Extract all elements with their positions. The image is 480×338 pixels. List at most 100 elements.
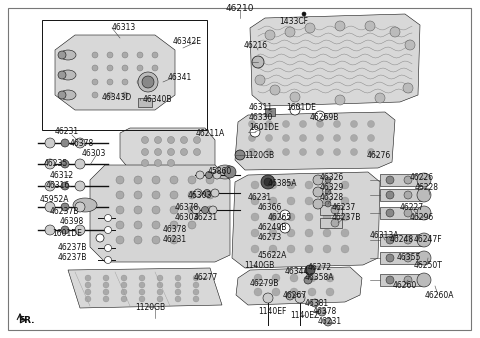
Ellipse shape xyxy=(58,91,66,99)
Circle shape xyxy=(375,93,385,103)
Circle shape xyxy=(334,121,340,127)
Text: 46313A: 46313A xyxy=(370,231,399,240)
Circle shape xyxy=(142,148,148,155)
Circle shape xyxy=(122,92,128,98)
Circle shape xyxy=(75,202,85,212)
Circle shape xyxy=(170,176,178,184)
Circle shape xyxy=(139,282,145,288)
Circle shape xyxy=(137,52,143,58)
Circle shape xyxy=(404,191,412,199)
Circle shape xyxy=(193,296,199,302)
Circle shape xyxy=(193,148,201,155)
Circle shape xyxy=(45,138,55,148)
Bar xyxy=(320,218,342,228)
Circle shape xyxy=(206,176,214,184)
Circle shape xyxy=(341,197,349,205)
Circle shape xyxy=(331,219,339,227)
Circle shape xyxy=(341,245,349,253)
Circle shape xyxy=(350,135,358,142)
Text: 46355: 46355 xyxy=(397,254,421,263)
Text: 46231: 46231 xyxy=(163,236,187,244)
Circle shape xyxy=(290,105,300,115)
Circle shape xyxy=(272,288,280,296)
Text: 1433CF: 1433CF xyxy=(279,18,308,26)
Text: 46237: 46237 xyxy=(332,203,356,213)
Circle shape xyxy=(193,275,199,281)
Circle shape xyxy=(326,288,334,296)
Text: 46296: 46296 xyxy=(410,214,434,222)
Text: 46211A: 46211A xyxy=(196,129,225,139)
Circle shape xyxy=(283,121,289,127)
Text: 46303: 46303 xyxy=(175,214,199,222)
Circle shape xyxy=(105,215,111,221)
Circle shape xyxy=(305,265,315,275)
Circle shape xyxy=(300,121,307,127)
Circle shape xyxy=(92,79,98,85)
Polygon shape xyxy=(235,112,395,170)
Circle shape xyxy=(139,296,145,302)
Circle shape xyxy=(283,135,289,142)
Circle shape xyxy=(170,236,178,244)
Circle shape xyxy=(290,288,298,296)
Text: 46227: 46227 xyxy=(400,203,424,213)
Circle shape xyxy=(175,282,181,288)
Circle shape xyxy=(368,121,374,127)
Circle shape xyxy=(261,175,275,189)
Circle shape xyxy=(386,276,394,284)
Circle shape xyxy=(285,27,295,37)
Text: 1601DE: 1601DE xyxy=(286,103,316,113)
Text: 46276: 46276 xyxy=(367,150,391,160)
Circle shape xyxy=(251,229,259,237)
Text: 46272: 46272 xyxy=(308,264,332,272)
Circle shape xyxy=(265,121,273,127)
Circle shape xyxy=(121,296,127,302)
Circle shape xyxy=(305,197,313,205)
Circle shape xyxy=(152,65,158,71)
Circle shape xyxy=(175,296,181,302)
Circle shape xyxy=(206,191,214,199)
Circle shape xyxy=(265,148,273,155)
Circle shape xyxy=(209,206,217,214)
Bar xyxy=(380,207,425,219)
Bar xyxy=(320,205,342,215)
Text: 45952A: 45952A xyxy=(40,195,70,204)
Circle shape xyxy=(286,292,294,300)
Circle shape xyxy=(390,27,400,37)
Circle shape xyxy=(251,245,259,253)
Circle shape xyxy=(404,176,412,184)
Circle shape xyxy=(75,181,85,191)
Circle shape xyxy=(180,137,188,144)
Circle shape xyxy=(122,79,128,85)
Circle shape xyxy=(45,181,55,191)
Ellipse shape xyxy=(215,165,235,179)
Circle shape xyxy=(188,206,196,214)
Circle shape xyxy=(152,206,160,214)
Circle shape xyxy=(308,274,316,282)
Circle shape xyxy=(316,135,324,142)
Text: 46260: 46260 xyxy=(393,281,417,290)
Circle shape xyxy=(116,176,124,184)
Circle shape xyxy=(251,197,259,205)
Bar xyxy=(380,174,425,186)
Circle shape xyxy=(404,236,412,244)
Text: 46312: 46312 xyxy=(50,170,74,179)
Circle shape xyxy=(325,189,331,195)
Circle shape xyxy=(350,148,358,155)
Circle shape xyxy=(250,127,260,137)
Circle shape xyxy=(417,251,431,265)
Circle shape xyxy=(386,176,394,184)
Circle shape xyxy=(300,135,307,142)
Circle shape xyxy=(152,191,160,199)
Circle shape xyxy=(205,171,213,178)
Circle shape xyxy=(405,40,415,50)
Circle shape xyxy=(316,148,324,155)
Text: 46237B: 46237B xyxy=(50,207,79,216)
Text: 46235: 46235 xyxy=(44,160,68,169)
Circle shape xyxy=(170,221,178,229)
Bar xyxy=(380,252,425,264)
Circle shape xyxy=(206,206,214,214)
Text: 45622A: 45622A xyxy=(258,250,288,260)
Circle shape xyxy=(249,135,255,142)
Text: 46378: 46378 xyxy=(175,202,199,212)
Circle shape xyxy=(116,221,124,229)
